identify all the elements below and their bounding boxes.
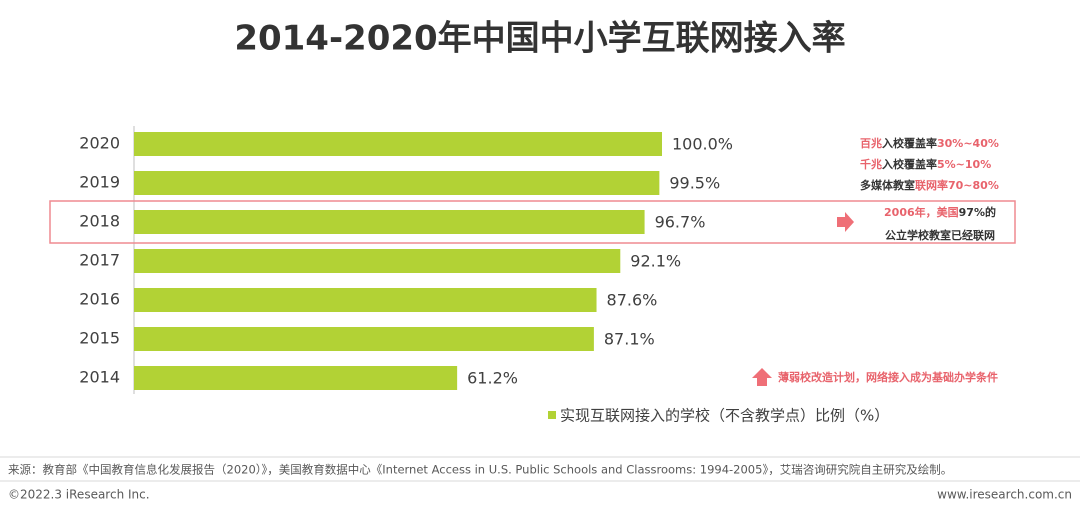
y-tick-label: 2018 — [79, 212, 120, 231]
annotation-part: 97%的 — [959, 205, 996, 219]
bar — [134, 288, 597, 312]
value-label: 61.2% — [467, 369, 518, 388]
source-note: 来源：教育部《中国教育信息化发展报告（2020）》，美国教育数据中心《Inter… — [8, 463, 952, 477]
annotation: 多媒体教室联网率70~80% — [860, 178, 999, 192]
annotation-part: 30%~40% — [937, 137, 999, 150]
value-label: 99.5% — [669, 174, 720, 193]
y-tick-label: 2020 — [79, 134, 120, 153]
up-arrow — [752, 368, 772, 386]
bar — [134, 249, 621, 273]
annotation-part: 联网率70~80% — [915, 178, 999, 192]
annotation-part: 入校覆盖率 — [882, 136, 937, 150]
value-label: 96.7% — [655, 213, 706, 232]
value-label: 100.0% — [672, 135, 733, 154]
bar — [134, 171, 660, 195]
bar — [134, 210, 645, 234]
bar — [134, 132, 662, 156]
annotation: 千兆入校覆盖率5%~10% — [860, 157, 991, 171]
annotation-part: 薄弱校改造计划，网络接入成为基础办学条件 — [778, 370, 998, 384]
legend-label: 实现互联网接入的学校（不含教学点）比例（%） — [560, 407, 889, 425]
annotation-part: 多媒体教室 — [860, 178, 915, 192]
y-tick-label: 2015 — [79, 329, 120, 348]
annotation-part: 百兆 — [860, 136, 882, 150]
copyright: ©2022.3 iResearch Inc. — [8, 488, 150, 502]
annotation-part: 5%~10% — [937, 158, 991, 171]
annotation: 公立学校教室已经联网 — [885, 228, 995, 242]
annotation: 百兆入校覆盖率30%~40% — [860, 136, 999, 150]
right-arrow — [837, 212, 854, 232]
bar — [134, 366, 458, 390]
annotation-part: 公立学校教室已经联网 — [885, 228, 995, 242]
y-tick-label: 2019 — [79, 173, 120, 192]
highlight-box — [49, 200, 1016, 244]
y-tick-label: 2017 — [79, 251, 120, 270]
annotation: 薄弱校改造计划，网络接入成为基础办学条件 — [778, 370, 998, 384]
annotation-part: 千兆 — [860, 157, 882, 171]
chart-title: 2014-2020年中国中小学互联网接入率 — [234, 19, 845, 59]
value-label: 92.1% — [630, 252, 681, 271]
annotation: 2006年，美国97%的 — [884, 205, 996, 219]
legend-swatch — [548, 411, 556, 419]
value-label: 87.6% — [607, 291, 658, 310]
annotation-part: 2006年，美国 — [884, 205, 959, 219]
website: www.iresearch.com.cn — [937, 488, 1072, 502]
value-label: 87.1% — [604, 330, 655, 349]
y-tick-label: 2016 — [79, 290, 120, 309]
bar — [134, 327, 594, 351]
y-tick-label: 2014 — [79, 368, 120, 387]
annotation-part: 入校覆盖率 — [882, 157, 937, 171]
